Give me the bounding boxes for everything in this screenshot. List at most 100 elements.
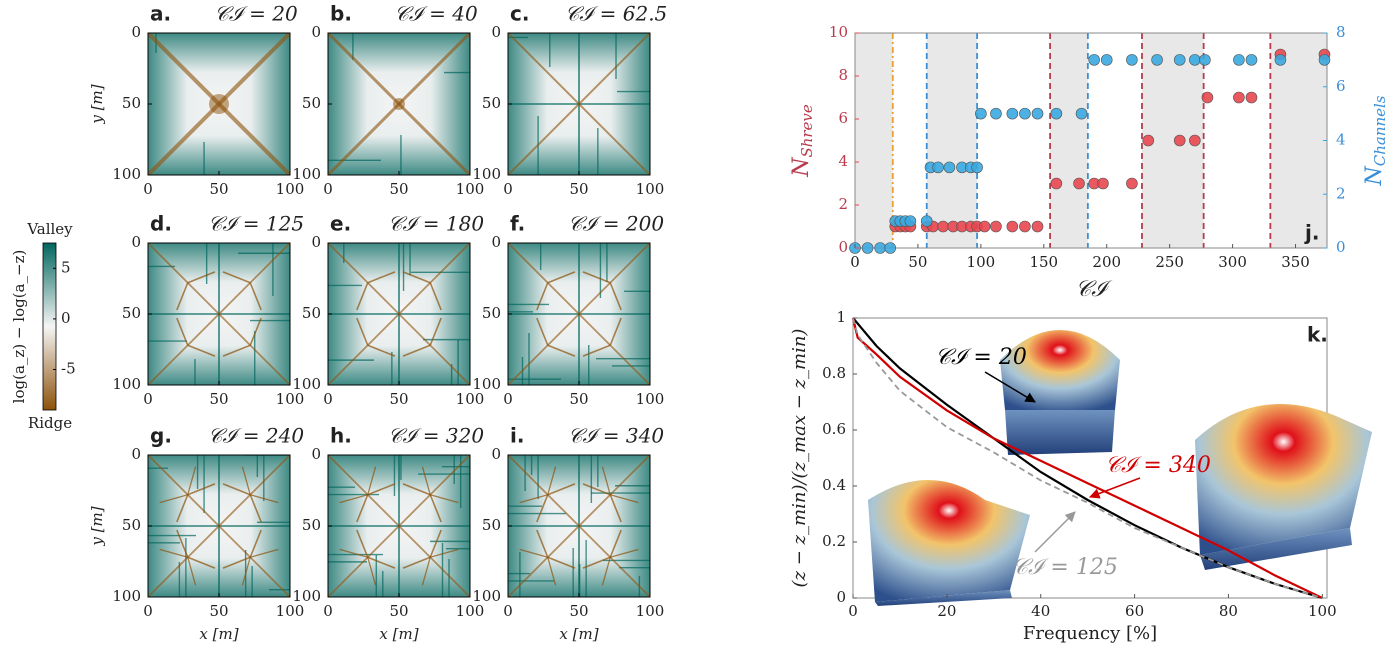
y-axis-label: (z − z_min)/(z_max − z_min) — [789, 329, 810, 588]
y-tick-label: 0 — [491, 233, 501, 251]
edge-shade — [148, 104, 290, 175]
annotation: 𝒞ℐ = 125 — [1012, 555, 1118, 580]
ridge-branch — [176, 529, 189, 558]
data-line — [851, 317, 1323, 599]
shaded-region — [926, 33, 978, 248]
data-point — [1006, 220, 1019, 233]
panel-label: f. — [510, 212, 525, 236]
colorbar-tick-label: -5 — [61, 360, 76, 378]
y-tick-label: 0 — [836, 588, 846, 606]
ridge-branch — [222, 556, 251, 569]
terrain-surface — [1195, 404, 1372, 555]
ridge-branch — [609, 529, 622, 558]
data-point — [1050, 177, 1063, 190]
ridge — [508, 243, 650, 385]
edge-shade — [219, 33, 290, 175]
y-tick-label: 50 — [302, 304, 321, 322]
y2-tick-label: 2 — [1336, 184, 1346, 202]
y-tick-label: 1 — [836, 308, 846, 326]
ridge — [328, 243, 470, 385]
ridge-branch — [356, 282, 369, 311]
annotation: 𝒞ℐ = 340 — [1105, 453, 1211, 478]
colorbar-scale — [42, 242, 57, 411]
x-tick-label: 100 — [636, 602, 665, 620]
y-tick-label: 0 — [131, 445, 141, 463]
data-point — [1031, 220, 1044, 233]
edge-shade — [399, 33, 470, 175]
x-tick-label: 150 — [1029, 253, 1058, 271]
heatmap-image — [508, 455, 650, 597]
y-tick-label: 100 — [292, 165, 321, 183]
panel-title: 𝒞ℐ = 200 — [568, 212, 665, 236]
terrain-surface — [868, 480, 1030, 602]
panel-title: 𝒞ℐ = 240 — [208, 424, 305, 448]
annotation-arrow — [1034, 511, 1076, 553]
ridge-branch — [547, 344, 576, 357]
annotation-arrow — [1089, 477, 1141, 499]
y-tick-label: 50 — [122, 516, 141, 534]
ridge-branch — [249, 317, 262, 346]
ridge-branch — [187, 557, 197, 586]
ridge-branch — [402, 344, 431, 357]
y-label-subscript: Shreve — [798, 104, 816, 157]
data-point — [1142, 134, 1155, 147]
data-point — [1006, 107, 1019, 120]
x-tick-label: 100 — [456, 602, 485, 620]
ridge — [508, 455, 650, 597]
ridge-branch — [222, 344, 251, 357]
x-tick-label: 50 — [908, 253, 927, 271]
y-tick-label: 0 — [131, 233, 141, 251]
ridge-branch — [547, 271, 576, 284]
y-tick-label: 0 — [311, 445, 321, 463]
terrain-side — [1005, 410, 1115, 455]
ridge-branch — [430, 548, 459, 558]
panel-title: 𝒞ℐ = 20 — [214, 2, 298, 26]
y-tick-label: 100 — [292, 375, 321, 393]
ridge-branch — [536, 494, 549, 523]
data-point — [1126, 177, 1138, 190]
x-tick-label: 50 — [209, 180, 228, 198]
x-axis-label: Frequency [%] — [1023, 623, 1157, 644]
heatmap-image — [328, 243, 470, 385]
y-tick-label: 50 — [482, 516, 501, 534]
ridge-branch — [536, 317, 549, 346]
ridge-branch — [187, 271, 216, 284]
edge-shade — [328, 104, 470, 175]
x-axis-label: x [m] — [379, 625, 418, 643]
colorbar-top-label: Valley — [26, 220, 73, 238]
data-point — [1151, 54, 1163, 66]
ridge-branch — [430, 494, 459, 504]
ridge-branch — [187, 483, 216, 496]
y-tick-label: 0 — [838, 238, 848, 256]
data-line — [852, 317, 1323, 599]
y-tick-label: 0 — [491, 445, 501, 463]
heatmap-image — [508, 33, 650, 175]
ridge-branch — [249, 529, 262, 558]
data-point — [1233, 54, 1245, 66]
shaded-region — [855, 33, 893, 248]
ridge-core — [393, 98, 405, 110]
ridge-branch — [402, 483, 431, 496]
ridge-branch — [429, 317, 442, 346]
ridge-branch — [536, 529, 549, 558]
y-tick-label: 50 — [302, 516, 321, 534]
x-tick-label: 50 — [569, 390, 588, 408]
ridge-branch — [429, 282, 442, 311]
ridge-branch — [339, 494, 368, 504]
y-tick-label: 0.4 — [822, 476, 846, 494]
line-panel: 0 20 40 60 80 100 0 0.2 0.4 0.6 0.8 1 Frequency [%] (… — [789, 308, 1372, 644]
data-point — [1201, 91, 1214, 104]
y-tick-label: 100 — [112, 375, 141, 393]
panel-title: 𝒞ℐ = 125 — [208, 212, 304, 236]
y-tick-label: 100 — [292, 587, 321, 605]
data-point — [971, 161, 983, 174]
edge-shade — [328, 33, 399, 175]
ridge-branch — [356, 317, 369, 346]
ridge-branch — [547, 556, 576, 569]
ridge-branch — [547, 483, 576, 496]
x-axis-label: x [m] — [559, 625, 598, 643]
data-point — [861, 242, 874, 254]
x-tick-label: 50 — [569, 180, 588, 198]
